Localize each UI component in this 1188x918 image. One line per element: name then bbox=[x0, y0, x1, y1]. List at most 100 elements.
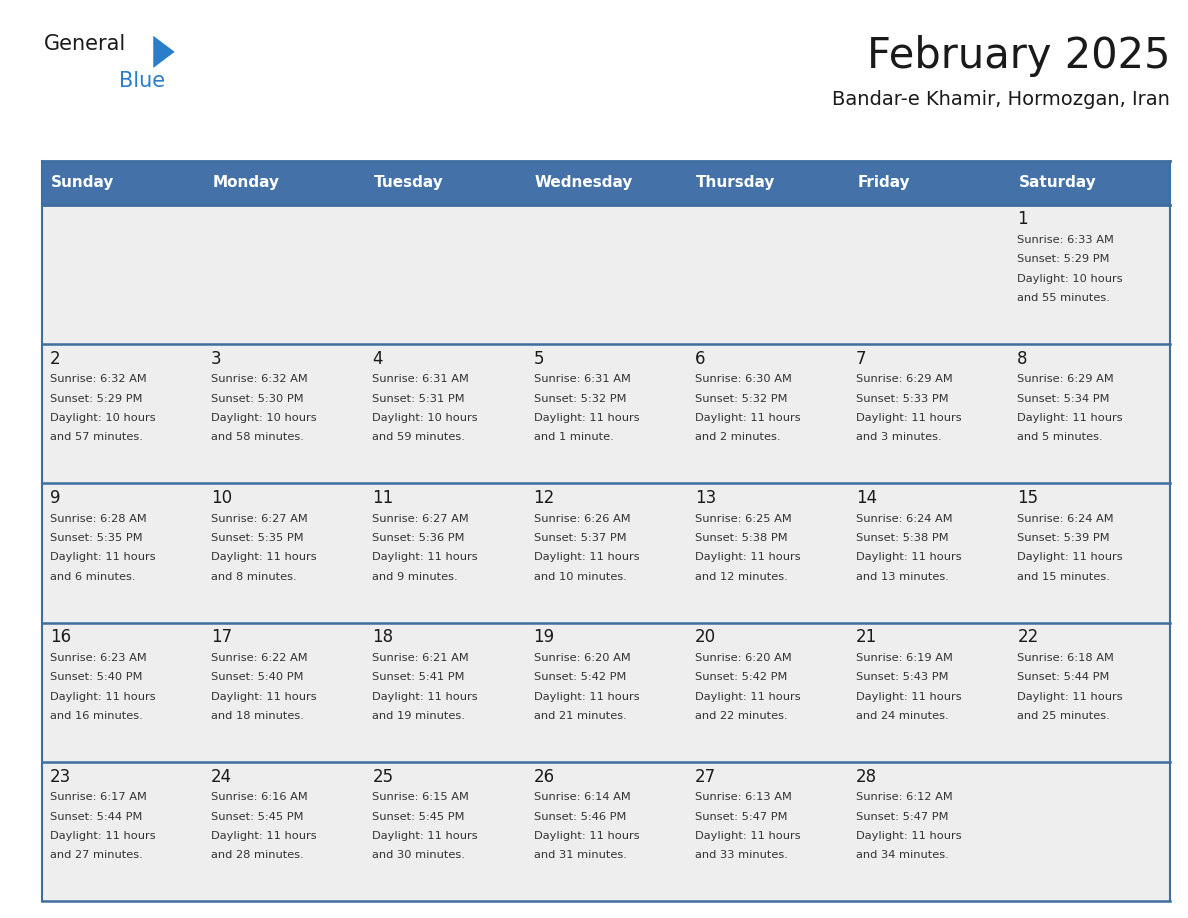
Text: Sunrise: 6:22 AM: Sunrise: 6:22 AM bbox=[211, 653, 308, 663]
Text: Sunset: 5:41 PM: Sunset: 5:41 PM bbox=[372, 672, 465, 682]
Text: and 31 minutes.: and 31 minutes. bbox=[533, 850, 626, 860]
Text: Daylight: 11 hours: Daylight: 11 hours bbox=[372, 691, 478, 701]
Text: Sunrise: 6:31 AM: Sunrise: 6:31 AM bbox=[533, 375, 631, 385]
Text: Sunset: 5:38 PM: Sunset: 5:38 PM bbox=[695, 533, 788, 543]
FancyBboxPatch shape bbox=[42, 161, 1170, 205]
Text: and 16 minutes.: and 16 minutes. bbox=[50, 711, 143, 721]
Polygon shape bbox=[153, 36, 175, 68]
Text: and 57 minutes.: and 57 minutes. bbox=[50, 432, 143, 442]
Text: and 1 minute.: and 1 minute. bbox=[533, 432, 613, 442]
Text: and 33 minutes.: and 33 minutes. bbox=[695, 850, 788, 860]
Text: Sunrise: 6:24 AM: Sunrise: 6:24 AM bbox=[857, 514, 953, 523]
Text: 22: 22 bbox=[1017, 628, 1038, 646]
Text: Sunrise: 6:12 AM: Sunrise: 6:12 AM bbox=[857, 792, 953, 802]
Text: Sunrise: 6:27 AM: Sunrise: 6:27 AM bbox=[211, 514, 308, 523]
Text: Sunset: 5:42 PM: Sunset: 5:42 PM bbox=[533, 672, 626, 682]
Text: Sunset: 5:45 PM: Sunset: 5:45 PM bbox=[372, 812, 465, 822]
Text: Tuesday: Tuesday bbox=[373, 175, 443, 190]
Text: and 27 minutes.: and 27 minutes. bbox=[50, 850, 143, 860]
Text: 21: 21 bbox=[857, 628, 877, 646]
Text: Sunrise: 6:15 AM: Sunrise: 6:15 AM bbox=[372, 792, 469, 802]
Text: Sunrise: 6:19 AM: Sunrise: 6:19 AM bbox=[857, 653, 953, 663]
Text: and 9 minutes.: and 9 minutes. bbox=[372, 572, 459, 581]
Text: 24: 24 bbox=[211, 767, 232, 786]
Text: 2: 2 bbox=[50, 350, 61, 367]
Text: Sunset: 5:30 PM: Sunset: 5:30 PM bbox=[211, 394, 304, 404]
FancyBboxPatch shape bbox=[42, 205, 1170, 344]
Text: Daylight: 10 hours: Daylight: 10 hours bbox=[50, 413, 156, 423]
Text: Daylight: 11 hours: Daylight: 11 hours bbox=[1017, 553, 1123, 562]
Text: Sunrise: 6:17 AM: Sunrise: 6:17 AM bbox=[50, 792, 147, 802]
Text: Daylight: 11 hours: Daylight: 11 hours bbox=[695, 691, 801, 701]
Text: 8: 8 bbox=[1017, 350, 1028, 367]
Text: Daylight: 11 hours: Daylight: 11 hours bbox=[50, 831, 156, 841]
Text: Sunrise: 6:25 AM: Sunrise: 6:25 AM bbox=[695, 514, 791, 523]
Text: Sunset: 5:40 PM: Sunset: 5:40 PM bbox=[211, 672, 304, 682]
Text: and 30 minutes.: and 30 minutes. bbox=[372, 850, 466, 860]
Text: and 58 minutes.: and 58 minutes. bbox=[211, 432, 304, 442]
FancyBboxPatch shape bbox=[42, 344, 1170, 484]
Text: Daylight: 11 hours: Daylight: 11 hours bbox=[211, 691, 317, 701]
Text: Daylight: 10 hours: Daylight: 10 hours bbox=[1017, 274, 1123, 284]
Text: Sunrise: 6:18 AM: Sunrise: 6:18 AM bbox=[1017, 653, 1114, 663]
Text: Daylight: 11 hours: Daylight: 11 hours bbox=[50, 691, 156, 701]
Text: and 22 minutes.: and 22 minutes. bbox=[695, 711, 788, 721]
Text: Sunrise: 6:26 AM: Sunrise: 6:26 AM bbox=[533, 514, 630, 523]
Text: Sunset: 5:32 PM: Sunset: 5:32 PM bbox=[533, 394, 626, 404]
Text: Daylight: 11 hours: Daylight: 11 hours bbox=[533, 413, 639, 423]
Text: Sunset: 5:47 PM: Sunset: 5:47 PM bbox=[695, 812, 788, 822]
Text: Wednesday: Wednesday bbox=[535, 175, 633, 190]
Text: Sunrise: 6:23 AM: Sunrise: 6:23 AM bbox=[50, 653, 146, 663]
Text: Sunset: 5:40 PM: Sunset: 5:40 PM bbox=[50, 672, 143, 682]
Text: Sunset: 5:43 PM: Sunset: 5:43 PM bbox=[857, 672, 948, 682]
Text: and 13 minutes.: and 13 minutes. bbox=[857, 572, 949, 581]
Text: Daylight: 11 hours: Daylight: 11 hours bbox=[533, 831, 639, 841]
Text: Sunset: 5:29 PM: Sunset: 5:29 PM bbox=[50, 394, 143, 404]
Text: 19: 19 bbox=[533, 628, 555, 646]
Text: 12: 12 bbox=[533, 489, 555, 507]
Text: Daylight: 11 hours: Daylight: 11 hours bbox=[857, 553, 961, 562]
Text: Daylight: 11 hours: Daylight: 11 hours bbox=[857, 831, 961, 841]
Text: Sunset: 5:34 PM: Sunset: 5:34 PM bbox=[1017, 394, 1110, 404]
Text: and 34 minutes.: and 34 minutes. bbox=[857, 850, 949, 860]
Text: Blue: Blue bbox=[119, 71, 165, 91]
Text: and 25 minutes.: and 25 minutes. bbox=[1017, 711, 1110, 721]
Text: 26: 26 bbox=[533, 767, 555, 786]
Text: February 2025: February 2025 bbox=[867, 35, 1170, 77]
Text: Saturday: Saturday bbox=[1018, 175, 1097, 190]
Text: 16: 16 bbox=[50, 628, 71, 646]
Text: and 5 minutes.: and 5 minutes. bbox=[1017, 432, 1102, 442]
Text: Daylight: 11 hours: Daylight: 11 hours bbox=[533, 691, 639, 701]
Text: Daylight: 10 hours: Daylight: 10 hours bbox=[372, 413, 478, 423]
Text: and 28 minutes.: and 28 minutes. bbox=[211, 850, 304, 860]
Text: Sunset: 5:29 PM: Sunset: 5:29 PM bbox=[1017, 254, 1110, 264]
Text: and 12 minutes.: and 12 minutes. bbox=[695, 572, 788, 581]
Text: Friday: Friday bbox=[858, 175, 910, 190]
Text: 17: 17 bbox=[211, 628, 232, 646]
Text: 3: 3 bbox=[211, 350, 222, 367]
Text: Daylight: 11 hours: Daylight: 11 hours bbox=[211, 553, 317, 562]
Text: Sunset: 5:39 PM: Sunset: 5:39 PM bbox=[1017, 533, 1110, 543]
Text: Daylight: 11 hours: Daylight: 11 hours bbox=[372, 831, 478, 841]
Text: Sunset: 5:35 PM: Sunset: 5:35 PM bbox=[50, 533, 143, 543]
Text: Monday: Monday bbox=[213, 175, 279, 190]
Text: Sunset: 5:42 PM: Sunset: 5:42 PM bbox=[695, 672, 788, 682]
Text: Daylight: 11 hours: Daylight: 11 hours bbox=[1017, 691, 1123, 701]
Text: Daylight: 10 hours: Daylight: 10 hours bbox=[211, 413, 317, 423]
Text: Thursday: Thursday bbox=[696, 175, 776, 190]
Text: 11: 11 bbox=[372, 489, 393, 507]
Text: and 10 minutes.: and 10 minutes. bbox=[533, 572, 626, 581]
Text: Sunrise: 6:33 AM: Sunrise: 6:33 AM bbox=[1017, 235, 1114, 245]
Text: Sunrise: 6:30 AM: Sunrise: 6:30 AM bbox=[695, 375, 791, 385]
Text: and 6 minutes.: and 6 minutes. bbox=[50, 572, 135, 581]
Text: Sunset: 5:46 PM: Sunset: 5:46 PM bbox=[533, 812, 626, 822]
Text: Sunrise: 6:29 AM: Sunrise: 6:29 AM bbox=[857, 375, 953, 385]
Text: 7: 7 bbox=[857, 350, 866, 367]
FancyBboxPatch shape bbox=[42, 762, 1170, 901]
Text: Sunrise: 6:13 AM: Sunrise: 6:13 AM bbox=[695, 792, 791, 802]
Text: and 18 minutes.: and 18 minutes. bbox=[211, 711, 304, 721]
Text: General: General bbox=[44, 34, 126, 54]
Text: Sunrise: 6:24 AM: Sunrise: 6:24 AM bbox=[1017, 514, 1114, 523]
Text: Sunset: 5:36 PM: Sunset: 5:36 PM bbox=[372, 533, 465, 543]
FancyBboxPatch shape bbox=[42, 484, 1170, 622]
